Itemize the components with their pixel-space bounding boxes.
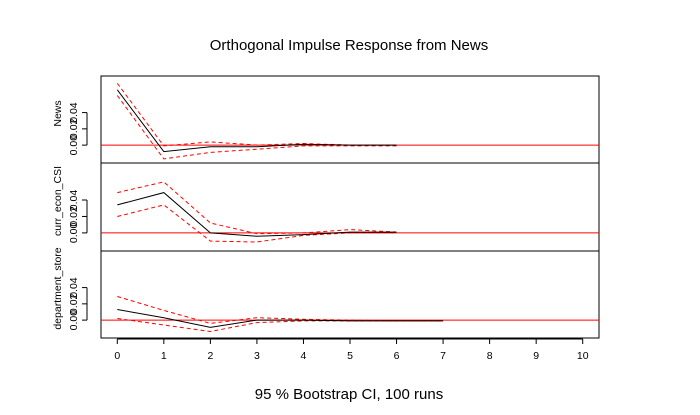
x-tick-label: 9 <box>533 350 539 362</box>
panel-News: 0.000.020.04 News <box>52 75 600 164</box>
y-tick-label: 0.02 <box>68 206 80 227</box>
x-tick-label: 7 <box>440 350 446 362</box>
x-tick-label: 1 <box>161 350 167 362</box>
panel-frame <box>100 162 600 252</box>
x-tick-label: 6 <box>394 350 400 362</box>
ci-lower-line <box>116 95 397 160</box>
ci-upper-line <box>117 181 397 235</box>
panel-curr_econ_CSI: 0.000.020.04 curr_econ_CSI <box>52 162 600 252</box>
x-tick-label: 3 <box>254 350 260 362</box>
x-tick-label: 5 <box>347 350 353 362</box>
y-tick-label: 0.02 <box>68 118 80 139</box>
x-axis: 0 1 2 3 4 5 6 7 8 9 10 <box>114 338 589 362</box>
y-tick-label: 0.00 <box>68 223 80 244</box>
x-axis-label: 95 % Bootstrap CI, 100 runs <box>255 386 443 403</box>
panel-label-curr_econ_CSI: curr_econ_CSI <box>52 166 64 236</box>
response-line <box>117 309 444 328</box>
y-tick-label: 0.04 <box>68 102 80 123</box>
response-line <box>117 192 397 237</box>
y-tick-label: 0.02 <box>68 293 80 314</box>
y-tick-label: 0.04 <box>68 277 80 298</box>
response-line <box>116 89 397 153</box>
x-tick-label: 4 <box>301 350 307 362</box>
panels-group: 0.000.020.04News0.000.020.04curr_econ_CS… <box>52 75 600 339</box>
y-tick-label: 0.04 <box>68 190 80 211</box>
ci-upper-line <box>116 83 397 147</box>
x-tick-label: 10 <box>577 350 589 362</box>
x-tick-label: 0 <box>114 350 120 362</box>
chart-title: Orthogonal Impulse Response from News <box>210 37 488 54</box>
ci-upper-line <box>117 296 444 324</box>
y-tick-label: 0.00 <box>68 310 80 331</box>
panel-frame <box>100 250 600 339</box>
panel-label-News: News <box>52 100 64 126</box>
y-tick-label: 0.00 <box>68 135 80 156</box>
x-tick-label: 8 <box>487 350 493 362</box>
panel-label-department_store: department_store <box>52 247 64 329</box>
panel-department_store: 0.000.020.04 department_store <box>52 247 600 339</box>
x-tick-label: 2 <box>207 350 213 362</box>
ci-lower-line <box>117 204 397 243</box>
